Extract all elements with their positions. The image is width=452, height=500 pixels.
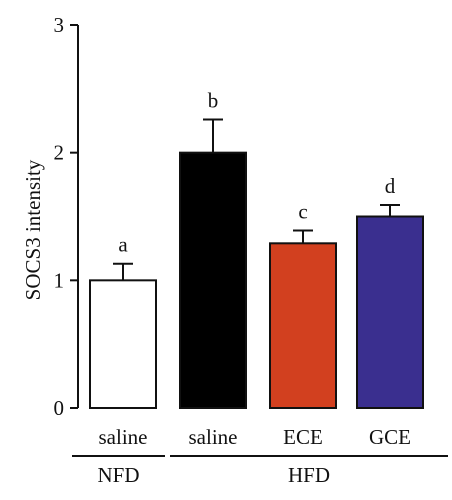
- bar: [179, 151, 247, 409]
- bar: [269, 242, 337, 409]
- bar: [356, 215, 424, 409]
- group-label: HFD: [288, 463, 330, 487]
- y-tick-label: 1: [54, 268, 65, 292]
- y-tick-label: 0: [54, 396, 65, 420]
- y-tick-label: 2: [54, 141, 65, 165]
- x-category-label: GCE: [369, 425, 411, 449]
- x-category-label: saline: [189, 425, 238, 449]
- group-label: NFD: [97, 463, 139, 487]
- y-axis: 0 1 2 3: [54, 13, 79, 420]
- x-axis: saline saline ECE GCE NFD HFD: [72, 425, 448, 487]
- x-category-label: saline: [99, 425, 148, 449]
- significance-label: a: [118, 233, 128, 257]
- x-category-label: ECE: [283, 425, 323, 449]
- significance-label: b: [208, 88, 219, 112]
- y-tick-label: 3: [54, 13, 65, 37]
- bars-layer: a b c d: [89, 88, 424, 410]
- y-axis-title: SOCS3 intensity: [21, 159, 45, 300]
- significance-label: d: [385, 174, 396, 198]
- significance-label: c: [298, 200, 307, 224]
- bar: [89, 279, 157, 410]
